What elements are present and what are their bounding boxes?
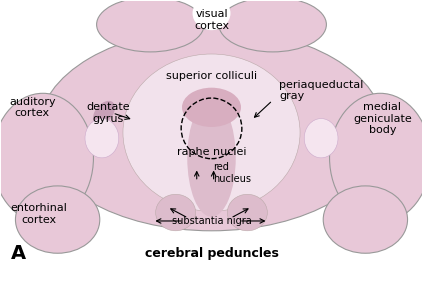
Ellipse shape: [93, 101, 115, 125]
Ellipse shape: [16, 186, 100, 253]
Text: A: A: [11, 244, 26, 263]
Ellipse shape: [330, 93, 423, 222]
Text: visual
cortex: visual cortex: [194, 9, 229, 31]
Text: red
nucleus: red nucleus: [214, 162, 252, 184]
Text: dentate
gyrus: dentate gyrus: [86, 102, 130, 124]
Ellipse shape: [0, 93, 93, 222]
Ellipse shape: [323, 186, 407, 253]
Ellipse shape: [304, 118, 338, 158]
Text: substantia nigra: substantia nigra: [172, 216, 251, 226]
Ellipse shape: [123, 54, 300, 211]
Ellipse shape: [192, 0, 231, 30]
Text: periaqueductal
gray: periaqueductal gray: [279, 80, 363, 101]
Text: entorhinal
cortex: entorhinal cortex: [10, 203, 67, 225]
Text: cerebral peduncles: cerebral peduncles: [145, 247, 278, 260]
Text: medial
geniculate
body: medial geniculate body: [353, 102, 412, 135]
Ellipse shape: [219, 0, 327, 52]
Ellipse shape: [92, 126, 107, 145]
Ellipse shape: [182, 88, 241, 127]
Ellipse shape: [85, 118, 119, 158]
Text: superior colliculi: superior colliculi: [166, 71, 257, 81]
Ellipse shape: [156, 194, 196, 231]
Ellipse shape: [227, 194, 267, 231]
Ellipse shape: [187, 99, 236, 217]
Ellipse shape: [38, 29, 385, 231]
Text: auditory
cortex: auditory cortex: [9, 96, 56, 118]
Text: raphe nuclei: raphe nuclei: [177, 147, 246, 157]
Ellipse shape: [96, 0, 204, 52]
